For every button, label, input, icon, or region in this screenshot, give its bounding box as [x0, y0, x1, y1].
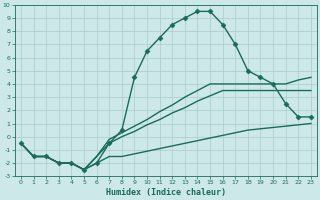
X-axis label: Humidex (Indice chaleur): Humidex (Indice chaleur): [106, 188, 226, 197]
